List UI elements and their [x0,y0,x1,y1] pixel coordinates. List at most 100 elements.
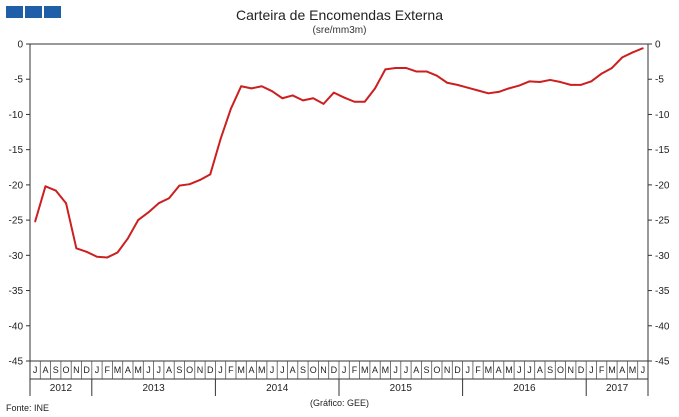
data-point [281,97,284,100]
y-tick-label-right: -30 [655,251,670,262]
data-point [353,100,356,103]
data-point [405,67,407,69]
month-label: F [228,365,234,375]
y-tick-label-left: -30 [9,251,24,262]
chart-subtitle: (sre/mm3m) [312,25,367,36]
logo-square [44,6,61,18]
chart-credit: (Gráfico: GEE) [309,398,369,408]
y-tick-label-right: -15 [655,145,670,156]
month-label: N [73,365,80,375]
data-point [466,86,469,89]
data-point [312,97,315,100]
data-point [147,211,150,214]
data-point [528,80,531,83]
month-label: S [547,365,553,375]
y-tick-label-right: -20 [655,180,670,191]
month-label: J [157,365,162,375]
data-point [34,220,37,223]
month-label: F [352,365,358,375]
data-point [569,83,572,86]
data-point [332,91,335,94]
month-label: S [53,365,59,375]
month-label: O [63,365,70,375]
month-label: M [629,365,637,375]
month-label: J [280,365,285,375]
month-label: O [310,365,317,375]
data-point [559,81,562,83]
month-label: N [197,365,204,375]
month-label: J [641,365,646,375]
month-label: J [270,365,275,375]
data-point [291,94,294,97]
month-label: M [134,365,142,375]
month-label: D [331,365,338,375]
data-point [343,96,346,99]
month-label: A [42,365,48,375]
year-label: 2017 [606,383,629,394]
data-point [487,92,490,95]
data-point [322,102,325,105]
plot-frame [29,43,649,362]
month-label: D [83,365,90,375]
month-label: A [166,365,172,375]
data-point [209,173,212,176]
month-label: J [589,365,594,375]
data-point [271,90,273,93]
data-point [199,179,201,181]
y-tick-label-left: 0 [17,40,23,51]
month-label: S [176,365,182,375]
month-label: M [237,365,245,375]
year-label: 2014 [266,383,289,394]
month-label: A [619,365,625,375]
y-tick-label-right: 0 [655,40,661,51]
month-label: N [320,365,327,375]
series-line [34,47,644,259]
data-point [157,202,160,205]
data-point [518,84,521,87]
month-label: J [393,365,398,375]
y-tick-label-left: -25 [9,216,24,227]
month-label: J [146,365,151,375]
month-label: S [300,365,306,375]
data-point [590,80,593,83]
data-point [641,47,644,50]
data-point [384,68,387,71]
data-point [178,184,181,187]
y-tick-label-left: -5 [14,75,23,86]
y-tick-label-left: -10 [9,110,24,121]
y-tick-label-left: -45 [9,357,24,368]
chart-title: Carteira de Encomendas Externa [236,7,443,23]
y-tick-label-left: -15 [9,145,24,156]
month-label: F [475,365,481,375]
y-tick-label-right: -25 [655,216,670,227]
data-point [54,189,57,192]
month-label: J [466,365,471,375]
month-label: A [248,365,254,375]
data-point [425,70,428,73]
month-label: M [485,365,493,375]
data-point [508,87,510,90]
month-label: D [578,365,585,375]
data-point [631,51,634,54]
y-tick-label-right: -10 [655,110,670,121]
y-tick-label-left: -35 [9,286,24,297]
data-point [394,67,397,69]
data-point [250,87,253,90]
data-point [363,100,366,103]
month-label: F [105,365,111,375]
month-label: A [537,365,543,375]
data-point [219,138,222,141]
data-point [229,107,232,110]
year-label: 2016 [513,383,536,394]
month-label: D [454,365,461,375]
data-point [85,250,88,253]
month-label: A [290,365,296,375]
month-label: A [496,365,502,375]
month-label: A [413,365,419,375]
data-point [611,67,613,69]
month-label: O [186,365,193,375]
y-tick-label-right: -45 [655,357,670,368]
month-label: D [207,365,214,375]
year-label: 2013 [142,383,165,394]
data-point [96,255,98,258]
